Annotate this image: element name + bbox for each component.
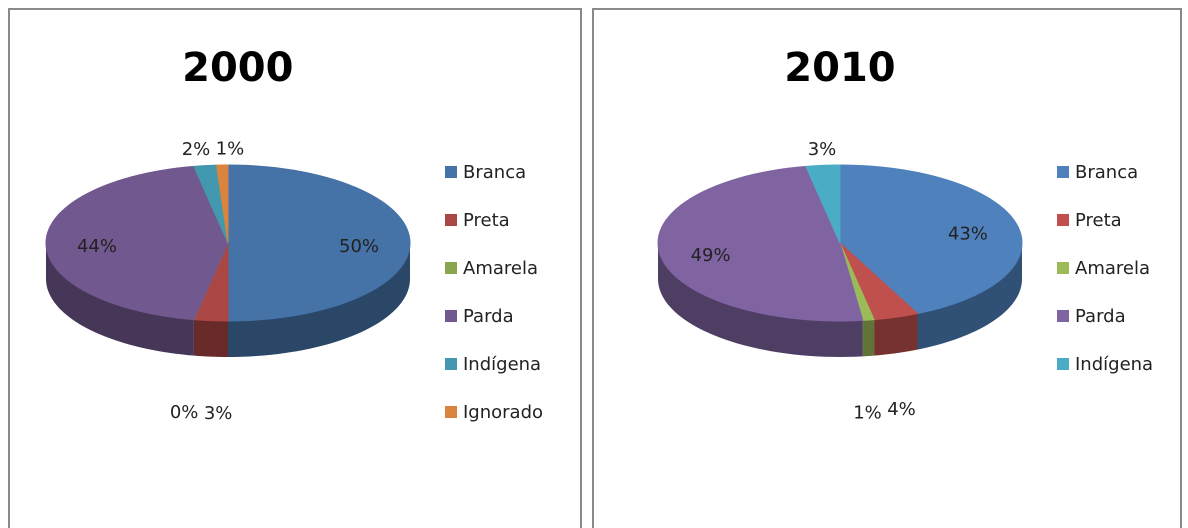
legend-label: Parda bbox=[463, 306, 514, 327]
data-label: 50% bbox=[339, 236, 379, 257]
data-label: 3% bbox=[204, 403, 233, 424]
data-label: 44% bbox=[77, 236, 117, 257]
data-label: 0% bbox=[170, 402, 199, 423]
data-label: 1% bbox=[853, 402, 882, 423]
data-label: 2% bbox=[182, 139, 211, 160]
legend-swatch bbox=[445, 310, 457, 322]
legend-swatch bbox=[1057, 358, 1069, 370]
slice-side bbox=[193, 319, 228, 357]
data-label: 3% bbox=[808, 139, 837, 160]
legend-swatch bbox=[445, 166, 457, 178]
data-label: 43% bbox=[948, 224, 988, 245]
data-label: 1% bbox=[216, 138, 245, 159]
legend-label: Amarela bbox=[463, 258, 538, 279]
legend-swatch bbox=[445, 262, 457, 274]
slice bbox=[45, 165, 229, 321]
legend-label: Parda bbox=[1075, 306, 1126, 327]
chart-title: 2010 bbox=[784, 45, 895, 91]
panel-border bbox=[592, 8, 1182, 528]
data-label: 49% bbox=[691, 245, 731, 266]
legend-swatch bbox=[1057, 310, 1069, 322]
chart-title: 2000 bbox=[182, 45, 293, 91]
legend-swatch bbox=[1057, 214, 1069, 226]
slice-side bbox=[862, 319, 875, 357]
data-label: 4% bbox=[887, 399, 916, 420]
slice bbox=[839, 164, 1023, 315]
legend-label: Indígena bbox=[1075, 354, 1153, 375]
legend-label: Preta bbox=[1075, 210, 1122, 231]
panel-border bbox=[8, 8, 582, 528]
legend-label: Branca bbox=[1075, 162, 1138, 183]
slice bbox=[839, 242, 919, 321]
slice-side bbox=[228, 243, 410, 357]
slice-side bbox=[874, 313, 918, 356]
slice bbox=[657, 165, 864, 322]
legend-swatch bbox=[445, 214, 457, 226]
slice-side bbox=[917, 243, 1022, 350]
legend-swatch bbox=[1057, 166, 1069, 178]
legend-swatch bbox=[445, 406, 457, 418]
slice bbox=[805, 164, 841, 244]
slice bbox=[215, 164, 229, 244]
slice bbox=[839, 242, 875, 321]
legend-label: Indígena bbox=[463, 354, 541, 375]
slice-side bbox=[46, 243, 194, 356]
legend-swatch bbox=[1057, 262, 1069, 274]
legend-label: Ignorado bbox=[463, 402, 543, 423]
legend-label: Preta bbox=[463, 210, 510, 231]
slice-side bbox=[658, 243, 863, 357]
legend-label: Branca bbox=[463, 162, 526, 183]
slice bbox=[227, 164, 411, 322]
legend-label: Amarela bbox=[1075, 258, 1150, 279]
legend-swatch bbox=[445, 358, 457, 370]
slice bbox=[193, 164, 229, 244]
